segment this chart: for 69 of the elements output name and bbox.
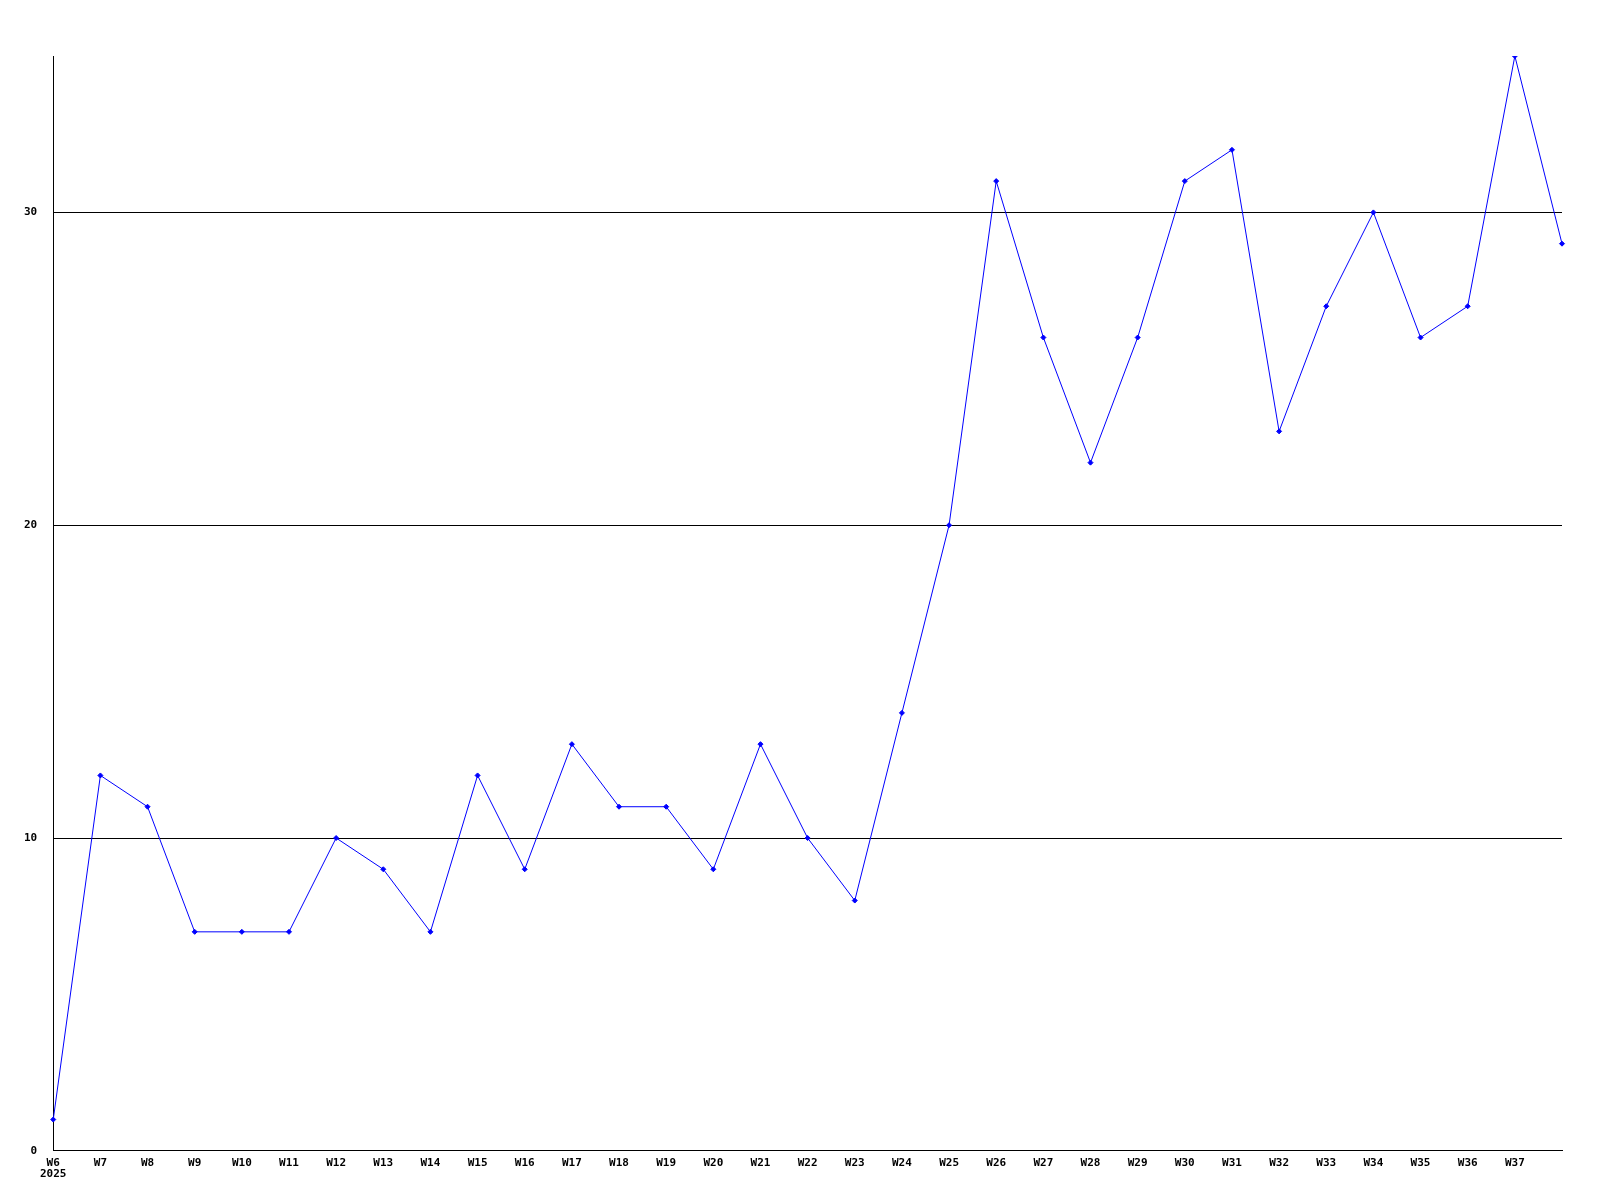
x-tick-label: W18 <box>609 1156 629 1170</box>
text: 2025 <box>40 1167 67 1181</box>
point <box>898 709 905 716</box>
point <box>1417 334 1424 341</box>
x-tick-label: W12 <box>326 1156 347 1170</box>
point <box>380 866 387 873</box>
x-tick-label: W31 <box>1222 1156 1243 1170</box>
point <box>663 803 670 810</box>
point <box>710 866 717 873</box>
x-tick-label: W36 <box>1457 1156 1479 1170</box>
point <box>946 522 953 529</box>
y-tick-label: 10 <box>24 830 38 844</box>
x-tick-label: W33 <box>1316 1156 1337 1170</box>
point <box>993 178 1000 185</box>
x-tick-label: W17 <box>561 1156 582 1170</box>
point <box>521 866 528 873</box>
x-tick-label: W8 <box>140 1156 155 1170</box>
point <box>427 928 434 935</box>
x-tick-label: W20 <box>703 1156 724 1170</box>
x-tick-label: W29 <box>1127 1156 1148 1170</box>
y-tick-label: 30 <box>24 205 38 219</box>
x-tick-label: W25 <box>939 1156 960 1170</box>
x-tick-label: W7 <box>93 1156 108 1170</box>
x-tick-label: W19 <box>656 1156 677 1170</box>
x-tick-label: W16 <box>514 1156 536 1170</box>
x-tick-label: W9 <box>188 1156 202 1170</box>
y-tick-label: 0 <box>30 1143 38 1157</box>
point <box>191 928 198 935</box>
point <box>804 835 811 841</box>
point <box>1228 146 1235 153</box>
point <box>851 897 858 904</box>
point <box>285 928 292 935</box>
point <box>757 741 764 748</box>
x-tick-label: W32 <box>1269 1156 1290 1170</box>
x-tick-label: W23 <box>844 1156 865 1170</box>
point <box>1464 303 1471 310</box>
x-tick-label: W24 <box>891 1156 913 1170</box>
point <box>97 772 104 779</box>
point <box>474 772 481 779</box>
x-tick-label: W26 <box>986 1156 1007 1170</box>
x-tick-label: W10 <box>231 1156 252 1170</box>
point <box>1559 240 1565 247</box>
x-tick-label: W27 <box>1033 1156 1054 1170</box>
point <box>50 1116 57 1123</box>
x-tick-label: W37 <box>1504 1156 1525 1170</box>
x-tick-label: W14 <box>420 1156 441 1170</box>
point <box>1181 178 1188 185</box>
point <box>616 803 623 810</box>
point <box>1276 428 1283 435</box>
x-tick-label: W34 <box>1363 1156 1384 1170</box>
point <box>1134 334 1141 341</box>
x-tick-label: W21 <box>750 1156 771 1170</box>
point <box>568 741 575 748</box>
y-tick-label: 20 <box>24 518 38 532</box>
x-tick-label: W28 <box>1080 1156 1101 1170</box>
point <box>1323 303 1330 310</box>
point <box>1087 459 1094 466</box>
point <box>144 803 151 810</box>
point <box>1370 209 1377 216</box>
point <box>238 928 245 935</box>
x-tick-label: W11 <box>279 1156 300 1170</box>
x-tick-label: W22 <box>797 1156 818 1170</box>
point <box>1040 334 1047 341</box>
x-tick-label: W6 <box>46 1156 61 1170</box>
x-tick-label: W30 <box>1174 1156 1195 1170</box>
x-tick-label: W15 <box>467 1156 488 1170</box>
point <box>333 835 340 841</box>
x-tick-label: W13 <box>373 1156 394 1170</box>
x-tick-label: W35 <box>1410 1156 1431 1170</box>
